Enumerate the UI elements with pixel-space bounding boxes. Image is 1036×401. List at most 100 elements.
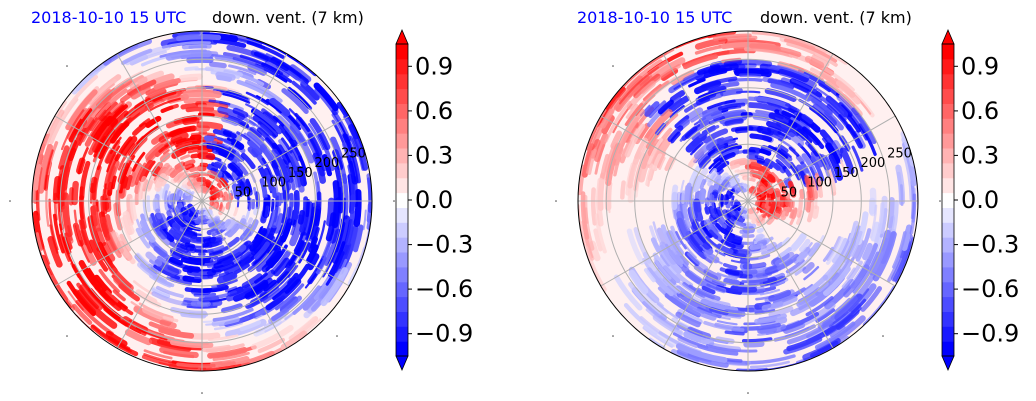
field-stroke	[766, 174, 776, 183]
field-stroke	[620, 180, 626, 200]
field-stroke	[760, 144, 773, 153]
field-stroke	[252, 115, 279, 138]
field-stroke	[723, 277, 741, 287]
field-stroke	[776, 154, 792, 169]
field-stroke	[289, 64, 312, 83]
field-stroke	[130, 367, 189, 371]
field-stroke	[331, 113, 354, 157]
field-stroke	[683, 54, 719, 70]
field-stroke	[121, 217, 133, 243]
field-stroke	[297, 241, 307, 257]
polar-grid	[578, 31, 918, 371]
field-stroke	[224, 219, 236, 232]
field-stroke	[308, 236, 318, 253]
field-stroke	[21, 179, 22, 224]
field-stroke	[204, 66, 243, 77]
field-stroke	[160, 105, 174, 113]
field-stroke	[648, 100, 667, 118]
chart-title: down. vent. (7 km)	[212, 8, 364, 27]
field-stroke	[223, 191, 229, 202]
field-stroke	[177, 177, 184, 184]
field-stroke	[624, 123, 646, 158]
field-stroke	[819, 154, 831, 171]
field-stroke	[598, 86, 626, 124]
field-stroke	[265, 174, 275, 192]
field-stroke	[706, 99, 736, 110]
field-stroke	[155, 384, 214, 390]
field-stroke	[60, 109, 85, 151]
grid-spoke	[201, 115, 350, 202]
field-stroke	[352, 224, 364, 253]
field-stroke	[198, 295, 220, 302]
field-stroke	[98, 268, 120, 294]
field-stroke	[171, 166, 184, 178]
field-stroke	[653, 257, 672, 280]
field-stroke	[734, 159, 751, 167]
field-stroke	[218, 254, 234, 263]
colorbar-tick-label: 0.9	[415, 52, 453, 80]
field-stroke	[170, 339, 214, 349]
colorbar-segment	[396, 103, 408, 119]
field-stroke	[136, 125, 160, 146]
field-stroke	[236, 183, 243, 197]
radial-tick-label: 250	[887, 147, 912, 162]
field-stroke	[741, 278, 768, 284]
colorbar-tick-label: −0.9	[415, 320, 473, 348]
colorbar-segment	[942, 73, 954, 90]
field-stroke	[921, 227, 929, 260]
field-stroke	[775, 251, 795, 267]
field-stroke	[194, 31, 241, 33]
field-stroke	[350, 103, 366, 127]
field-stroke	[217, 160, 227, 167]
field-stroke	[141, 188, 146, 200]
grid-spoke	[662, 200, 749, 349]
field-stroke	[273, 213, 284, 234]
field-stroke	[206, 269, 222, 276]
colorbar-segment	[396, 266, 408, 283]
field-stroke	[593, 228, 603, 252]
field-stroke	[666, 245, 684, 266]
field-stroke	[226, 137, 242, 147]
field-stroke	[341, 76, 359, 97]
field-stroke	[625, 103, 639, 119]
field-stroke	[746, 154, 759, 160]
field-stroke	[708, 116, 726, 125]
field-stroke	[213, 322, 243, 331]
field-stroke	[667, 125, 684, 143]
field-stroke	[292, 342, 314, 359]
field-stroke	[105, 165, 116, 191]
field-stroke	[707, 171, 719, 187]
field-stroke	[730, 286, 749, 290]
field-stroke	[780, 211, 788, 221]
field-stroke	[782, 166, 793, 178]
field-stroke	[182, 275, 202, 284]
field-stroke	[214, 55, 264, 72]
field-stroke	[701, 76, 738, 89]
field-stroke	[748, 253, 771, 261]
field-stroke	[776, 277, 789, 285]
field-stroke	[780, 31, 829, 37]
field-stroke	[673, 74, 703, 90]
field-stroke	[172, 222, 185, 234]
field-stroke	[760, 367, 806, 371]
field-stroke	[786, 320, 833, 345]
colorbar-tick-label: 0.0	[415, 186, 453, 214]
field-stroke	[676, 211, 691, 238]
field-stroke	[253, 241, 270, 260]
field-stroke	[270, 198, 275, 212]
field-stroke	[103, 307, 128, 327]
field-stroke	[298, 242, 311, 264]
field-stroke	[802, 337, 841, 361]
field-stroke	[36, 215, 51, 265]
colorbar-segment	[396, 192, 408, 208]
field-stroke	[164, 190, 168, 205]
field-stroke	[850, 230, 863, 257]
field-stroke	[693, 198, 704, 222]
field-stroke	[189, 166, 202, 173]
field-stroke	[366, 115, 372, 143]
colorbar-segment	[396, 73, 408, 90]
field-stroke	[137, 175, 147, 201]
field-stroke	[790, 165, 801, 181]
field-stroke	[150, 212, 160, 230]
colorbar-segment	[396, 296, 408, 312]
